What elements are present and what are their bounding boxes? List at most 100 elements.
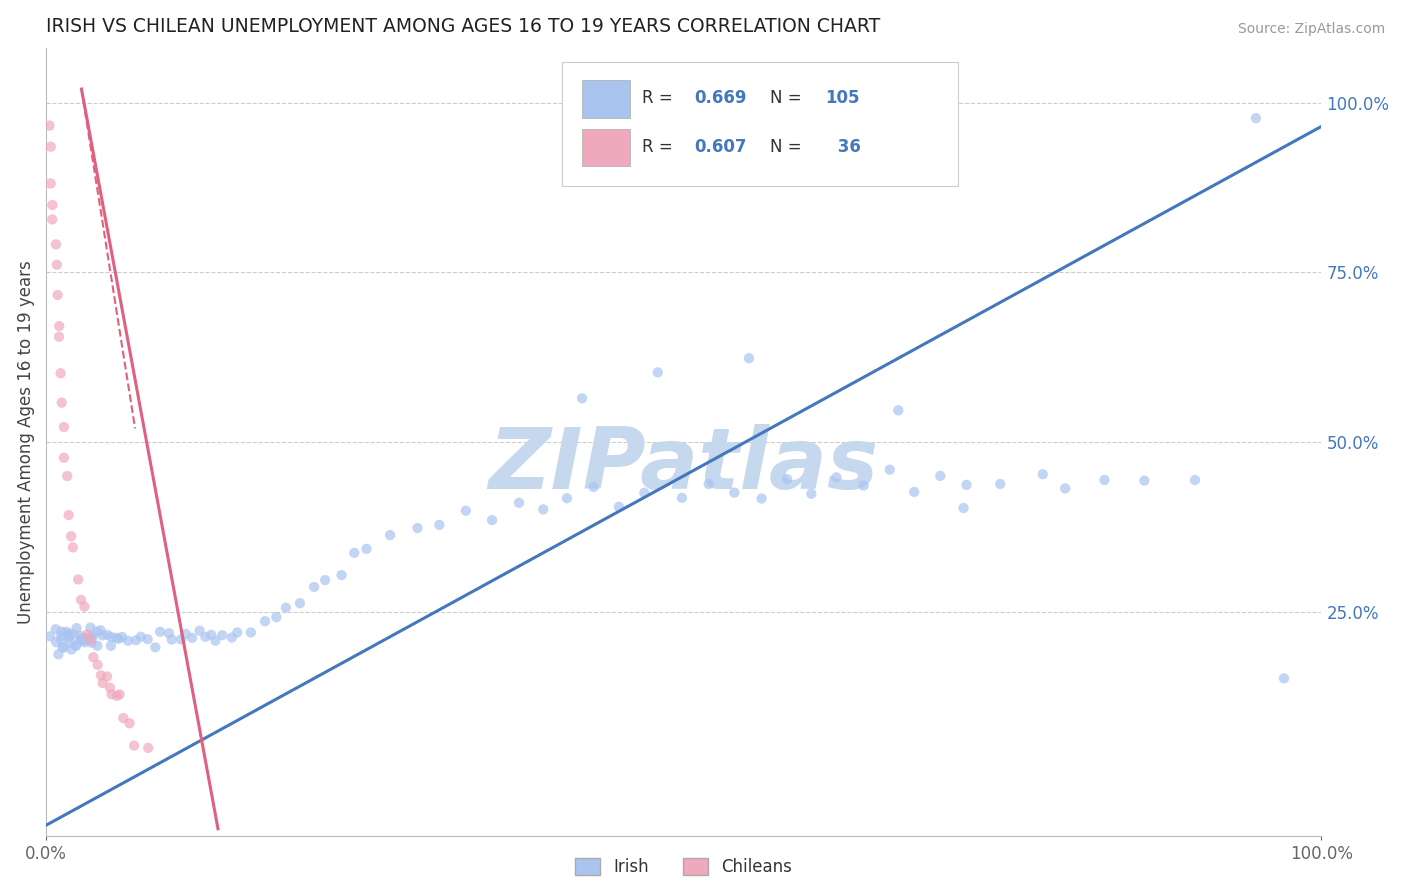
Point [555,491,578,506]
Point [51,395,73,409]
Text: 105: 105 [825,89,859,107]
Point [86,624,108,639]
Point [58,508,80,522]
Point [508,496,530,510]
Point [647,365,669,379]
Point [69,633,91,648]
Point [51,640,73,654]
Point [330,568,353,582]
Point [86,639,108,653]
Point [887,403,910,417]
Point [107,632,129,646]
Point [253,614,276,628]
Point [73,633,96,648]
Point [73,632,96,646]
Point [288,596,311,610]
Point [41,198,63,212]
Point [136,632,159,647]
Point [607,500,630,514]
Point [73,635,96,649]
Point [48,648,70,662]
Point [69,629,91,643]
Text: N =: N = [770,137,807,156]
Point [76,627,98,641]
Point [39,629,62,643]
Point [60,529,83,543]
Text: R =: R = [641,89,678,107]
Point [46,288,69,302]
Point [73,599,96,614]
Point [117,633,139,648]
Point [45,258,67,272]
Point [211,628,233,642]
Point [582,480,605,494]
Point [80,633,103,648]
Point [91,628,114,642]
FancyBboxPatch shape [562,62,957,186]
Text: 0.669: 0.669 [693,89,747,107]
Point [51,624,73,639]
Point [929,468,952,483]
Point [79,621,101,635]
Point [200,628,222,642]
Point [41,212,63,227]
Point [157,626,180,640]
Point [738,351,761,366]
Text: 0.607: 0.607 [693,137,747,156]
Point [571,392,593,406]
Point [100,687,122,701]
Point [48,319,70,334]
Point [58,631,80,645]
Text: ZIPatlas: ZIPatlas [488,424,879,507]
Point [776,472,799,486]
Point [62,627,84,641]
Point [314,573,336,587]
Point [1054,482,1077,496]
Point [302,580,325,594]
Point [226,625,249,640]
Point [1244,111,1267,125]
Point [751,491,773,506]
Point [59,636,82,650]
Point [194,630,217,644]
Y-axis label: Unemployment Among Ages 16 to 19 years: Unemployment Among Ages 16 to 19 years [17,260,35,624]
Point [108,688,131,702]
Point [239,625,262,640]
Point [100,630,122,644]
Point [56,469,79,483]
Point [136,740,159,755]
Point [91,676,114,690]
Point [174,627,197,641]
Point [671,491,693,505]
Point [343,546,366,560]
Point [143,640,166,655]
Point [903,484,925,499]
Point [49,366,72,380]
Point [100,639,122,653]
Point [427,517,450,532]
Point [39,139,62,153]
Point [45,237,67,252]
Point [170,632,193,647]
Point [406,521,429,535]
Text: IRISH VS CHILEAN UNEMPLOYMENT AMONG AGES 16 TO 19 YEARS CORRELATION CHART: IRISH VS CHILEAN UNEMPLOYMENT AMONG AGES… [46,17,880,36]
Point [1032,467,1054,482]
Point [82,650,104,665]
Point [988,477,1011,491]
Point [723,485,745,500]
Point [266,610,288,624]
Point [90,668,112,682]
Point [98,681,121,695]
Point [825,470,848,484]
Point [879,463,901,477]
Point [129,630,152,644]
FancyBboxPatch shape [582,128,630,167]
Point [82,629,104,643]
Point [1272,672,1295,686]
Text: R =: R = [641,137,678,156]
Point [1133,474,1156,488]
Point [39,177,62,191]
Text: N =: N = [770,89,807,107]
Point [149,624,172,639]
Point [955,478,977,492]
